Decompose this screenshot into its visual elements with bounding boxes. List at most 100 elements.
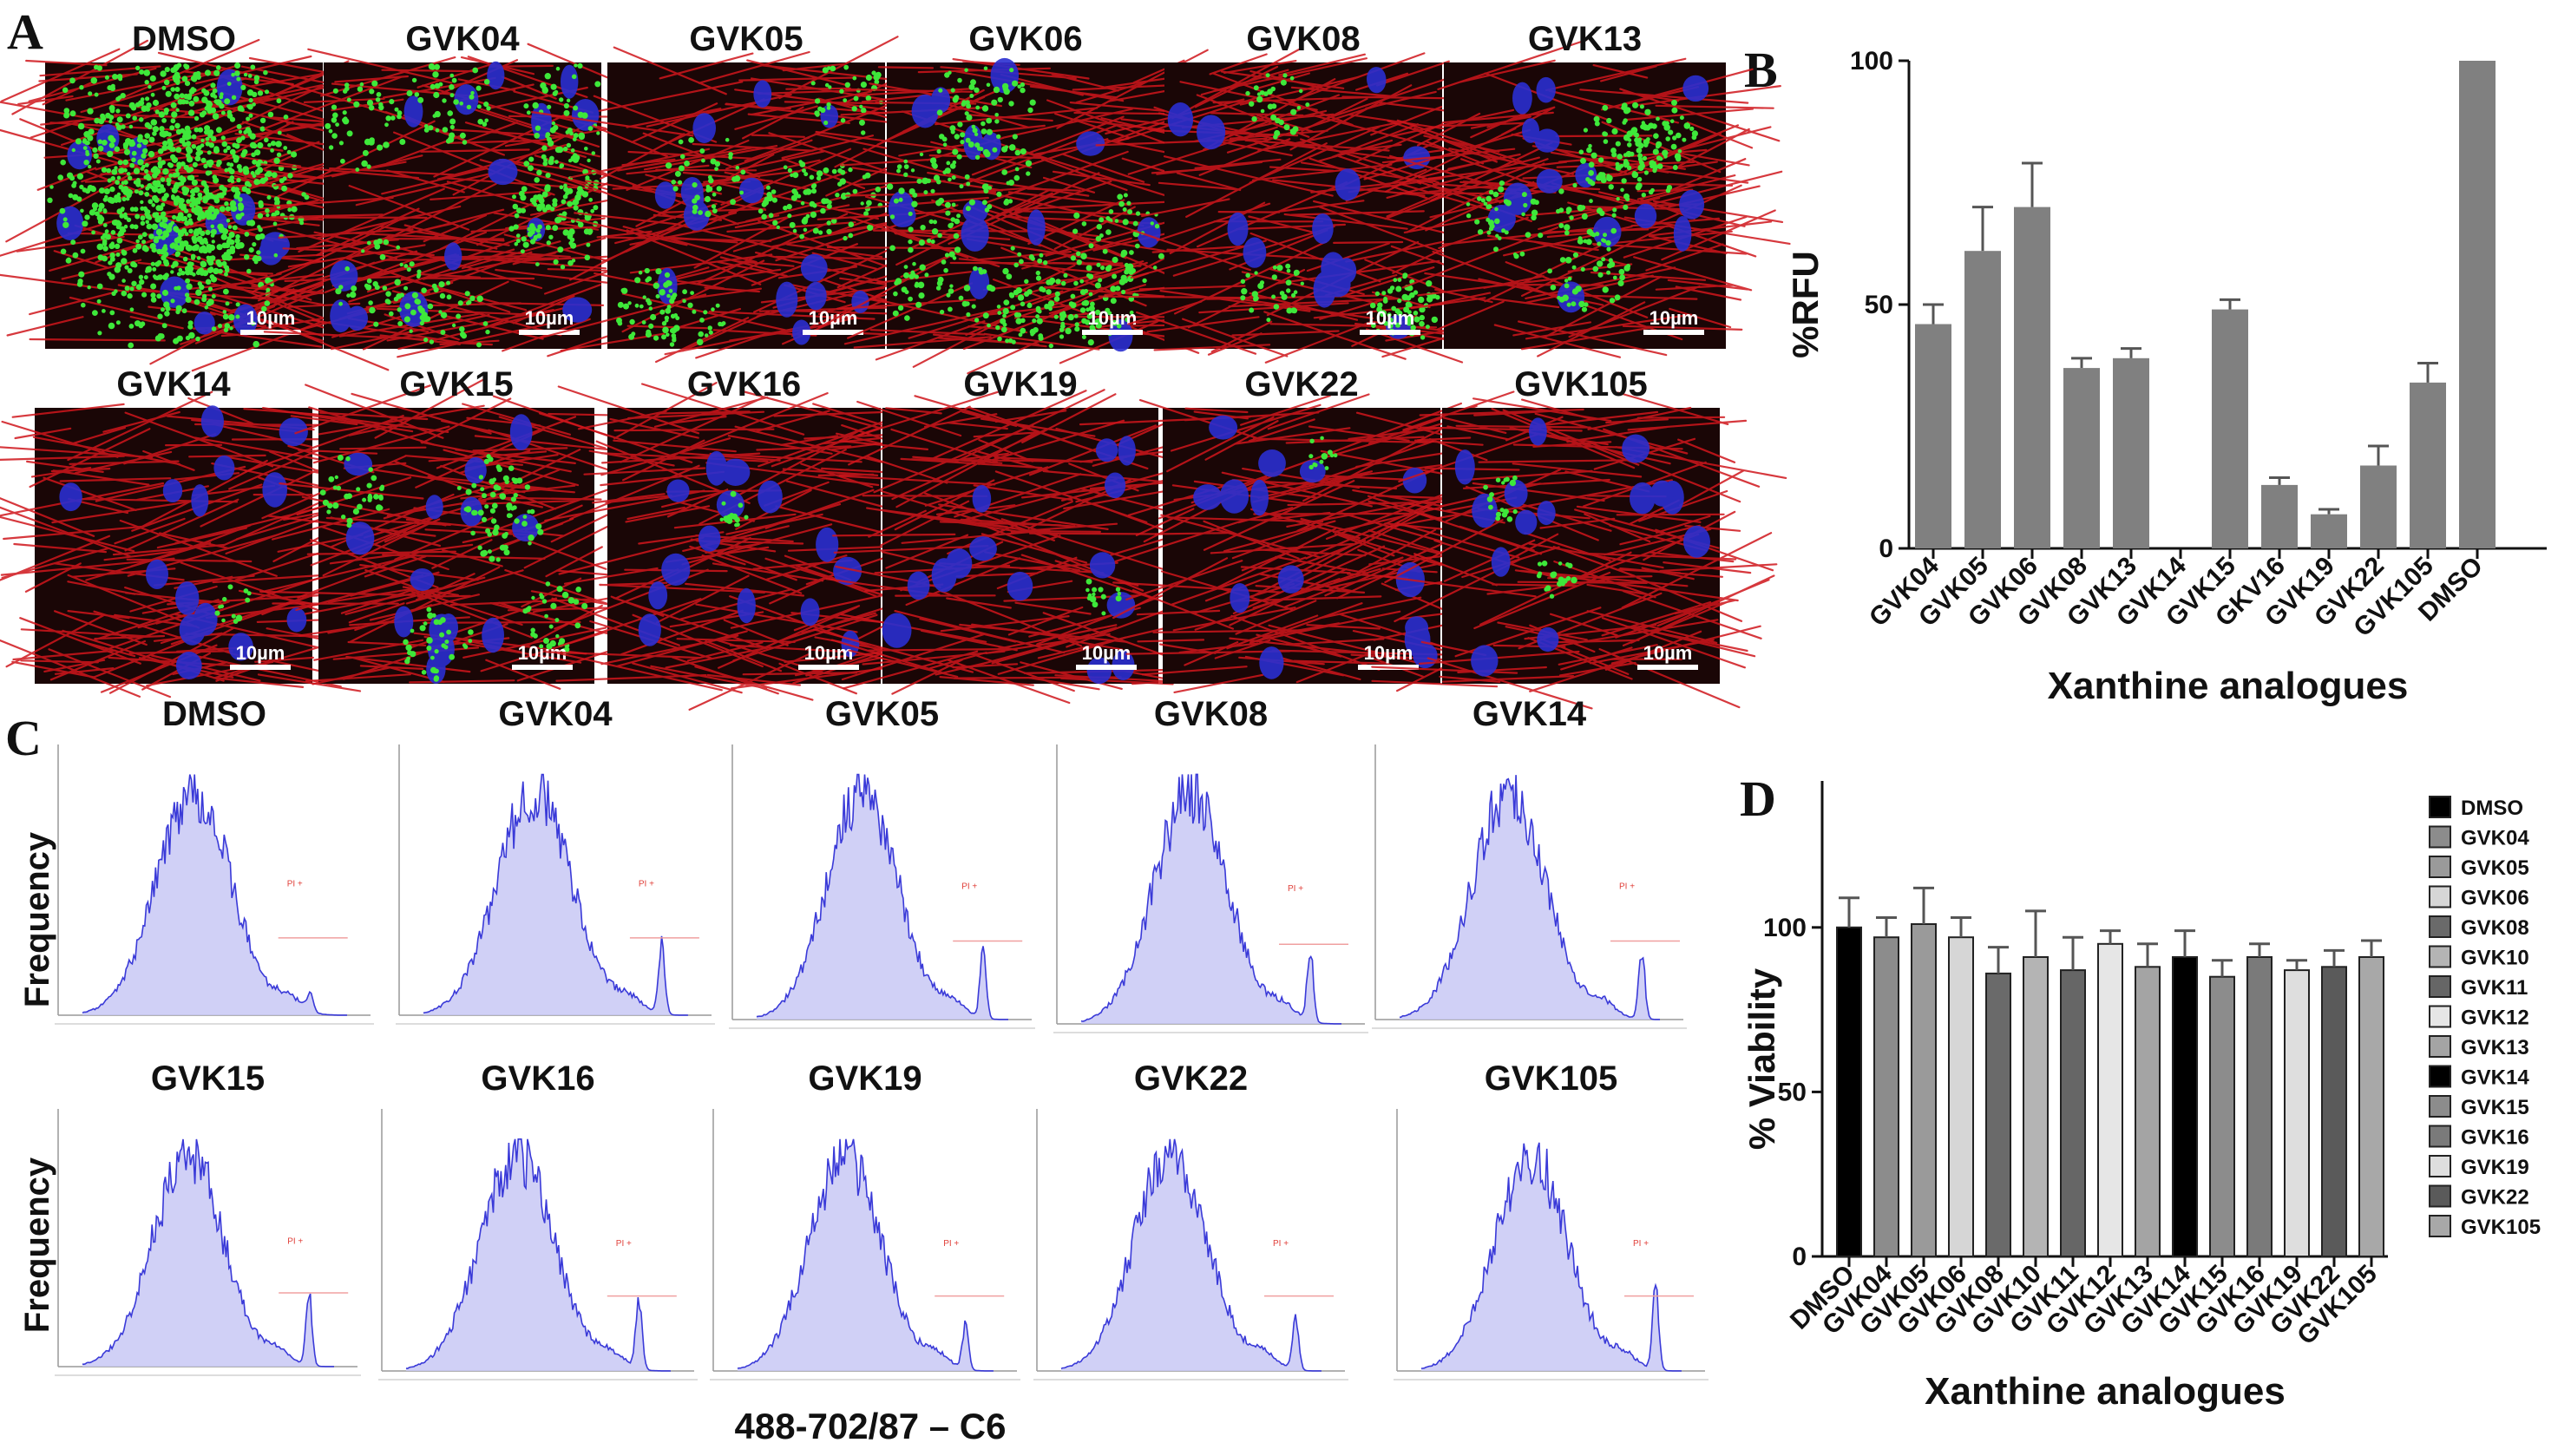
fluorescent-dot [170, 270, 174, 274]
fluorescent-dot [193, 230, 200, 237]
fluorescent-dot [970, 79, 976, 86]
fluorescent-dot [266, 195, 272, 200]
fluorescent-dot [233, 187, 239, 193]
fluorescent-dot [449, 73, 455, 78]
fluorescent-dot [136, 143, 142, 148]
actin-fiber [129, 585, 218, 613]
actin-fiber [545, 651, 701, 659]
fluorescent-dot [265, 207, 270, 213]
fluorescent-dot [1519, 251, 1525, 257]
actin-fiber [1040, 530, 1102, 534]
fluorescent-dot [642, 295, 646, 299]
fluorescent-dot [552, 225, 559, 232]
fluorescent-dot [831, 168, 837, 174]
fluorescent-dot [465, 301, 470, 305]
actin-fiber [1249, 232, 1381, 283]
fluorescent-dot [669, 342, 675, 347]
fluorescent-dot [1597, 272, 1604, 278]
fluorescent-dot [1308, 464, 1314, 470]
fluorescent-dot [1053, 296, 1060, 302]
fluorescent-dot [440, 330, 446, 335]
fluorescent-dot [843, 235, 848, 241]
fluorescent-dot [1580, 157, 1586, 164]
fluorescent-dot [1623, 193, 1630, 200]
actin-fiber [1551, 182, 1624, 204]
fluorescent-dot [342, 110, 347, 115]
fluorescent-dot [385, 291, 391, 298]
fluorescent-dot [235, 614, 243, 622]
fluorescent-dot [1015, 318, 1022, 325]
fluorescent-dot [340, 158, 345, 164]
fluorescent-dot [495, 557, 501, 562]
actin-fiber [985, 633, 1111, 655]
fluorescent-dot [1506, 516, 1513, 522]
fluorescent-dot [1048, 306, 1053, 312]
fluorescent-dot [397, 307, 402, 312]
legend-swatch [2429, 1125, 2451, 1148]
actin-fiber [369, 594, 481, 621]
fluorescent-dot [406, 266, 411, 272]
fluorescent-dot [933, 174, 941, 181]
fluorescent-dot [1494, 218, 1500, 225]
actin-fiber [1686, 121, 1754, 149]
fluorescent-dot [562, 229, 569, 236]
nucleus [1337, 258, 1357, 284]
micrograph-gvk19: 10µm [812, 389, 1233, 705]
actin-fiber [1548, 639, 1640, 644]
fluorescent-dot [921, 177, 928, 185]
fluorescent-dot [671, 180, 676, 185]
fluorescent-dot [908, 296, 913, 302]
fluorescent-dot [88, 128, 95, 135]
actin-fiber [750, 77, 902, 103]
fluorescent-dot [142, 148, 148, 154]
fluorescent-dot [372, 281, 378, 287]
actin-fiber [1257, 120, 1406, 152]
fluorescent-dot [118, 76, 123, 82]
fluorescent-dot [520, 249, 525, 254]
nucleus [1076, 131, 1105, 156]
fluorescent-dot [1641, 121, 1646, 125]
fluorescent-dot [160, 177, 166, 182]
fluorescent-dot [161, 307, 165, 312]
fluorescent-dot [103, 246, 108, 252]
fluorescent-dot [409, 261, 415, 267]
fluorescent-dot [148, 199, 154, 205]
fluorescent-dot [193, 202, 198, 207]
actin-fiber [1622, 325, 1743, 331]
fluorescent-dot [259, 233, 266, 239]
fluorescent-dot [1112, 273, 1118, 279]
fluorescent-dot [1565, 562, 1571, 567]
fluorescent-dot [371, 80, 378, 87]
actin-fiber [920, 629, 1018, 652]
actin-fiber [1365, 90, 1437, 110]
fluorescent-dot [783, 165, 788, 170]
fluorescent-dot [114, 266, 121, 273]
fluorescent-dot [997, 336, 1002, 342]
fluorescent-dot [167, 224, 173, 229]
fluorescent-dot [389, 311, 394, 317]
fluorescent-dot [716, 186, 722, 192]
nucleus [1105, 472, 1126, 499]
actin-fiber [615, 630, 748, 668]
nucleus [1243, 237, 1267, 268]
fluorescent-dot [140, 200, 144, 205]
actin-fiber [1478, 459, 1635, 463]
fluorescent-dot [184, 266, 191, 272]
nucleus [738, 177, 764, 204]
actin-fiber [1059, 320, 1158, 364]
fluorescent-dot [809, 174, 815, 180]
fluorescent-dot [1285, 263, 1291, 269]
fluorescent-dot [1630, 128, 1636, 134]
fluorescent-dot [282, 176, 287, 181]
fluorescent-dot [453, 99, 459, 105]
fluorescent-dot [421, 670, 427, 675]
fluorescent-dot [1087, 339, 1094, 346]
fluorescent-dot [189, 202, 195, 208]
actin-fiber [1636, 416, 1726, 419]
fluorescent-dot [1010, 246, 1015, 251]
fluorescent-dot [197, 227, 202, 233]
legend-label: GVK16 [2461, 1126, 2529, 1150]
flow-histogram: PI + [55, 1109, 361, 1376]
fluorescent-dot [476, 342, 482, 348]
fluorescent-dot [981, 121, 986, 127]
